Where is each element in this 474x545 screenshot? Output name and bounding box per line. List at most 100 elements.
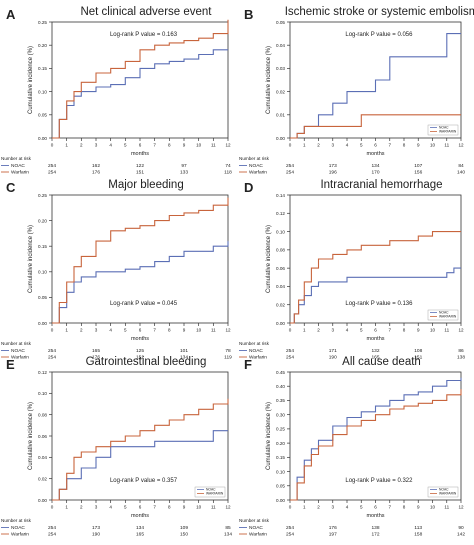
risk-value: 125 bbox=[136, 348, 144, 354]
x-tick-label: 7 bbox=[153, 328, 156, 333]
series-line-warfarin bbox=[290, 114, 461, 139]
legend-box bbox=[194, 486, 226, 498]
risk-row-label: NOAC bbox=[11, 163, 25, 169]
y-tick-label: 0.05 bbox=[38, 113, 47, 118]
risk-value: 85 bbox=[225, 525, 231, 531]
y-tick-label: 0.02 bbox=[276, 89, 285, 94]
series-line-warfarin bbox=[52, 398, 229, 501]
chart-title: Major bleeding bbox=[108, 179, 183, 191]
risk-value: 165 bbox=[136, 532, 144, 538]
risk-value: 119 bbox=[224, 355, 232, 361]
x-tick-label: 6 bbox=[374, 328, 377, 333]
x-tick-label: 4 bbox=[109, 505, 112, 510]
x-tick-label: 0 bbox=[51, 505, 54, 510]
x-tick-label: 5 bbox=[360, 143, 363, 148]
risk-value: 132 bbox=[371, 348, 379, 354]
x-tick-label: 10 bbox=[430, 505, 436, 510]
risk-value: 162 bbox=[92, 163, 100, 169]
y-tick-label: 0.30 bbox=[276, 412, 285, 417]
panel-e: E Gatrointestinal bleeding 0.00 0.02 0.04 0.0… bbox=[1, 356, 232, 538]
risk-value: 151 bbox=[136, 170, 144, 176]
x-tick-label: 4 bbox=[346, 143, 349, 148]
x-tick-label: 6 bbox=[139, 505, 142, 510]
y-tick-label: 0.01 bbox=[276, 113, 285, 118]
risk-row-label: NOAC bbox=[11, 348, 25, 354]
risk-table: Number at risk NOAC 254 173 134 109 85 Warfarin… bbox=[1, 518, 232, 538]
x-tick-label: 4 bbox=[109, 328, 112, 333]
risk-row-label: NOAC bbox=[249, 525, 263, 531]
pvalue-annotation: Log-rank P value = 0.322 bbox=[345, 478, 413, 484]
risk-table: Number at risk NOAC 254 173 134 107 84 Warfarin… bbox=[239, 156, 465, 176]
x-axis-label: months bbox=[131, 336, 149, 342]
risk-value: 254 bbox=[286, 525, 294, 531]
x-tick-label: 9 bbox=[183, 143, 186, 148]
x-axis-label: months bbox=[131, 513, 149, 519]
panel-f: F All cause death 0.00 0.05 0.10 0.15 0.20 0.25… bbox=[239, 356, 465, 538]
x-tick-label: 11 bbox=[211, 328, 216, 333]
risk-value: 197 bbox=[329, 532, 337, 538]
risk-value: 170 bbox=[371, 170, 379, 176]
x-tick-label: 11 bbox=[211, 505, 216, 510]
risk-value: 107 bbox=[414, 163, 422, 169]
risk-value: 134 bbox=[224, 532, 232, 538]
y-tick-label: 0.10 bbox=[276, 469, 285, 474]
x-tick-label: 1 bbox=[65, 505, 68, 510]
panel-letter: B bbox=[244, 7, 253, 22]
x-tick-label: 10 bbox=[196, 328, 202, 333]
x-axis-label: months bbox=[366, 151, 384, 157]
risk-value: 151 bbox=[414, 355, 422, 361]
risk-table: Number at risk NOAC 254 165 125 101 78 Warfarin… bbox=[1, 341, 232, 361]
x-tick-label: 3 bbox=[95, 143, 98, 148]
risk-value: 150 bbox=[180, 532, 188, 538]
x-tick-label: 1 bbox=[65, 143, 68, 148]
y-tick-label: 0.25 bbox=[38, 20, 47, 25]
x-tick-label: 12 bbox=[225, 328, 231, 333]
risk-table-title: Number at risk bbox=[1, 341, 32, 346]
risk-value: 254 bbox=[48, 348, 56, 354]
x-tick-label: 11 bbox=[444, 505, 449, 510]
y-tick-label: 0.25 bbox=[276, 427, 285, 432]
x-tick-label: 12 bbox=[225, 143, 231, 148]
risk-value: 173 bbox=[329, 163, 337, 169]
y-tick-label: 0.20 bbox=[38, 43, 47, 48]
risk-value: 254 bbox=[48, 525, 56, 531]
risk-value: 254 bbox=[286, 170, 294, 176]
x-tick-label: 12 bbox=[458, 328, 464, 333]
y-tick-label: 0.00 bbox=[276, 136, 285, 141]
x-tick-label: 8 bbox=[168, 328, 171, 333]
risk-value: 254 bbox=[48, 163, 56, 169]
risk-table: Number at risk NOAC 254 162 122 97 74 Warfarin 2… bbox=[1, 156, 232, 176]
risk-row-label: NOAC bbox=[249, 348, 263, 354]
panel-letter: C bbox=[6, 180, 16, 195]
y-axis-label: Cumulative incidence (%) bbox=[28, 225, 34, 293]
x-tick-label: 8 bbox=[403, 328, 406, 333]
x-tick-label: 1 bbox=[303, 143, 306, 148]
x-tick-label: 4 bbox=[109, 143, 112, 148]
x-tick-label: 9 bbox=[183, 505, 186, 510]
x-tick-label: 2 bbox=[317, 328, 320, 333]
risk-value: 176 bbox=[329, 525, 337, 531]
y-tick-label: 0.06 bbox=[276, 266, 285, 271]
risk-value: 101 bbox=[180, 348, 188, 354]
x-tick-label: 0 bbox=[289, 143, 292, 148]
risk-value: 254 bbox=[48, 170, 56, 176]
x-tick-label: 2 bbox=[317, 505, 320, 510]
x-tick-label: 3 bbox=[95, 328, 98, 333]
plot-frame bbox=[51, 21, 229, 139]
panel-a: A Net clinical adverse event 0.00 0.05 0.10 0… bbox=[1, 6, 232, 176]
risk-value: 118 bbox=[224, 170, 232, 176]
x-axis-label: months bbox=[131, 151, 149, 157]
y-tick-label: 0.15 bbox=[38, 66, 47, 71]
x-tick-label: 7 bbox=[153, 505, 156, 510]
x-tick-label: 8 bbox=[403, 505, 406, 510]
y-tick-label: 0.05 bbox=[38, 295, 47, 300]
x-tick-label: 7 bbox=[153, 143, 156, 148]
risk-value: 165 bbox=[371, 355, 379, 361]
x-tick-label: 2 bbox=[80, 143, 83, 148]
risk-value: 158 bbox=[414, 532, 422, 538]
x-tick-label: 2 bbox=[80, 328, 83, 333]
risk-value: 109 bbox=[180, 525, 188, 531]
y-tick-label: 0.10 bbox=[276, 229, 285, 234]
risk-row-label: Warfarin bbox=[249, 355, 267, 361]
